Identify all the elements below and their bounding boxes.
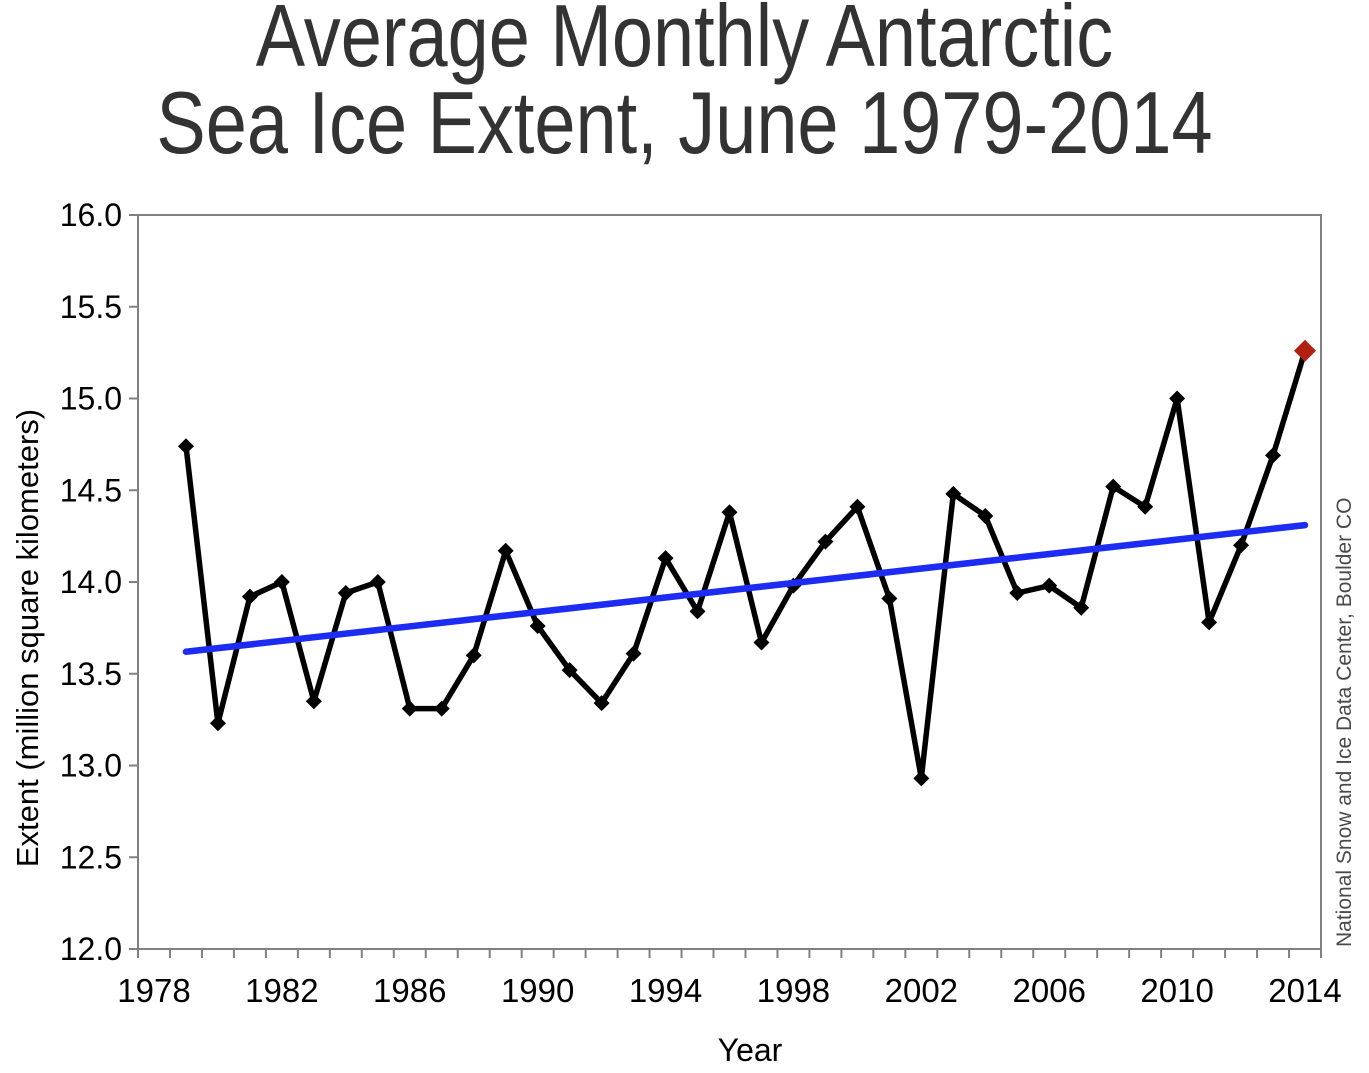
data-point-marker — [369, 574, 386, 590]
svg-text:2014: 2014 — [1268, 972, 1341, 1009]
data-point-marker — [817, 533, 834, 550]
data-point-marker — [753, 634, 770, 651]
chart-title: Average Monthly Antarctic Sea Ice Extent… — [110, 0, 1260, 172]
svg-text:2006: 2006 — [1013, 972, 1086, 1009]
data-point-marker — [657, 550, 674, 567]
data-point-marker — [689, 603, 706, 620]
data-point-marker — [1201, 614, 1218, 631]
svg-text:14.0: 14.0 — [60, 564, 122, 600]
x-axis: 1978 1982 1986 1990 1994 1998 2002 2006 2010 2014 — [117, 949, 1342, 1009]
x-axis-title: Year — [717, 1032, 783, 1068]
data-point-marker — [593, 695, 610, 712]
svg-text:16.0: 16.0 — [60, 197, 122, 233]
svg-text:1994: 1994 — [629, 972, 702, 1009]
svg-text:1982: 1982 — [245, 972, 318, 1009]
svg-text:1990: 1990 — [501, 972, 574, 1009]
svg-text:1998: 1998 — [757, 972, 830, 1009]
svg-text:2010: 2010 — [1140, 972, 1213, 1009]
data-point-marker — [913, 770, 930, 787]
svg-text:1986: 1986 — [373, 972, 446, 1009]
trend-line — [182, 521, 1309, 655]
data-point-marker — [945, 485, 962, 502]
chart-title-line-2: Sea Ice Extent, June 1979-2014 — [156, 73, 1213, 172]
svg-text:13.5: 13.5 — [60, 656, 122, 692]
svg-text:1978: 1978 — [117, 972, 190, 1009]
svg-text:15.5: 15.5 — [60, 289, 122, 325]
svg-text:13.0: 13.0 — [60, 748, 122, 784]
y-axis-title: Extent (million square kilometers) — [10, 408, 45, 868]
data-point-marker — [305, 693, 322, 710]
data-point-marker — [209, 715, 226, 732]
svg-text:12.5: 12.5 — [60, 839, 122, 875]
data-point-marker — [273, 574, 290, 590]
svg-text:12.0: 12.0 — [60, 931, 122, 967]
data-point-marker — [1137, 498, 1154, 515]
data-point-marker — [625, 645, 642, 662]
data-point-marker — [241, 588, 258, 605]
data-point-marker — [881, 590, 898, 607]
data-markers — [177, 339, 1317, 787]
data-point-marker — [465, 647, 482, 664]
data-point-marker — [977, 507, 994, 524]
data-point-marker — [1169, 390, 1186, 407]
data-point-marker — [401, 700, 418, 717]
svg-text:2002: 2002 — [885, 972, 958, 1009]
record-2014-marker — [1294, 339, 1317, 362]
data-line — [183, 348, 1308, 782]
data-point-marker — [529, 618, 546, 635]
svg-text:14.5: 14.5 — [60, 472, 122, 508]
data-point-marker — [433, 700, 450, 717]
data-point-marker — [1265, 447, 1282, 464]
data-point-marker — [337, 585, 354, 602]
svg-text:15.0: 15.0 — [60, 381, 122, 417]
data-point-marker — [1041, 577, 1058, 594]
data-point-marker — [561, 662, 578, 679]
data-point-marker — [1009, 585, 1026, 602]
data-point-marker — [1073, 599, 1090, 616]
data-point-marker — [1105, 478, 1122, 495]
chart-title-line-1: Average Monthly Antarctic — [255, 0, 1114, 85]
plot-frame — [137, 214, 1322, 950]
data-point-marker — [721, 504, 738, 521]
y-axis: 12.0 12.5 13.0 13.5 14.0 14.5 15.0 15.5 16.0 — [60, 197, 138, 967]
data-point-marker — [497, 542, 514, 559]
data-point-marker — [849, 498, 866, 515]
data-point-marker — [1233, 537, 1250, 554]
credit-text: National Snow and Ice Data Center, Bould… — [1333, 497, 1356, 947]
data-point-marker — [177, 438, 194, 455]
